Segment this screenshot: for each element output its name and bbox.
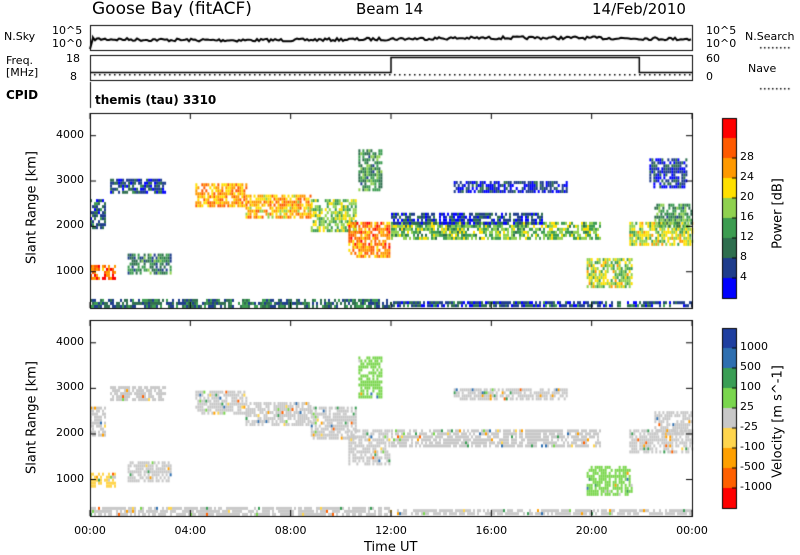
panel1-ytick-2: 3000 (56, 380, 84, 394)
nsearch-label: N.Search (745, 30, 795, 43)
date-title: 14/Feb/2010 (592, 0, 686, 18)
nsearch-tick-bottom: 10^0 (706, 37, 737, 50)
cpid-value: themis (tau) 3310 (95, 93, 217, 107)
colorbar0-tick-0: 4 (740, 270, 747, 283)
power-ylabel: Slant Range [km] (24, 151, 40, 264)
x-axis-label: Time UT (364, 540, 418, 555)
xtick-3: 12:00 (375, 524, 407, 537)
colorbar0-tick-2: 12 (740, 230, 754, 243)
freq-unit: [MHz] (6, 66, 39, 79)
colorbar1-tick-7: -1000 (740, 480, 772, 493)
freq-tick-bottom: 8 (70, 70, 77, 83)
freq-label: Freq. (6, 54, 34, 67)
colorbar1-tick-4: -25 (740, 420, 758, 433)
power-colorbar-label: Power [dB] (770, 178, 786, 249)
panel1-ytick-3: 4000 (56, 334, 84, 348)
colorbar1-tick-5: -100 (740, 440, 765, 453)
cpid-label: CPID (6, 88, 39, 102)
colorbar1-tick-3: 25 (740, 400, 754, 413)
xtick-5: 20:00 (575, 524, 608, 537)
colorbar0-tick-6: 28 (740, 150, 754, 163)
nsky-tick-bottom: 10^0 (52, 37, 83, 50)
xtick-4: 16:00 (475, 524, 508, 537)
velocity-ylabel: Slant Range [km] (24, 361, 40, 474)
velocity-colorbar-label: Velocity [m s^-1] (770, 365, 786, 478)
colorbar1-tick-0: 1000 (740, 340, 768, 353)
xtick-1: 04:00 (174, 524, 207, 537)
colorbar0-tick-3: 16 (740, 210, 754, 223)
freq-tick-top: 18 (66, 52, 80, 65)
colorbar1-tick-6: -500 (740, 460, 765, 473)
xtick-2: 08:00 (274, 524, 307, 537)
nsearch-tick-top: 10^5 (706, 24, 737, 37)
colorbar0-tick-4: 20 (740, 190, 754, 203)
colorbar1-tick-2: 100 (740, 380, 761, 393)
panel0-ytick-0: 1000 (56, 263, 84, 277)
colorbar0-tick-1: 8 (740, 250, 747, 263)
colorbar0-tick-5: 24 (740, 170, 754, 183)
nsky-tick-top: 10^5 (52, 24, 83, 37)
nave-label: Nave (748, 62, 777, 75)
beam-title: Beam 14 (356, 0, 424, 18)
nave-tick-top: 60 (706, 52, 720, 65)
nsky-label: N.Sky (4, 30, 36, 43)
nave-tick-bottom: 0 (706, 70, 713, 83)
station-title: Goose Bay (fitACF) (92, 0, 252, 19)
xtick-6: 00:00 (676, 524, 708, 537)
panel1-ytick-0: 1000 (56, 471, 84, 485)
panel0-ytick-1: 2000 (56, 218, 84, 232)
panel1-ytick-1: 2000 (56, 425, 84, 439)
xtick-0: 00:00 (74, 524, 106, 537)
colorbar1-tick-1: 500 (740, 360, 761, 373)
panel0-ytick-3: 4000 (56, 127, 84, 141)
panel0-ytick-2: 3000 (56, 173, 84, 187)
